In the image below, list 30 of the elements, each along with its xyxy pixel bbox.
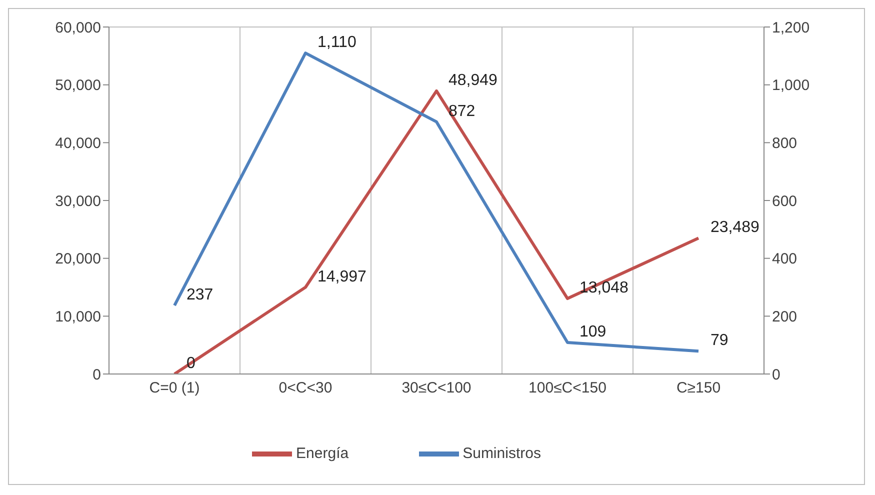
- x-tick-label: 0<C<30: [278, 380, 332, 397]
- x-tick-label: C≥150: [676, 380, 721, 397]
- y-tick-label: 30,000: [55, 192, 101, 210]
- y-tick-label: 20,000: [55, 250, 101, 268]
- x-tick-label: 30≤C<100: [402, 380, 472, 397]
- data-label: 23,489: [710, 219, 760, 236]
- y-tick-label: 60,000: [55, 19, 101, 36]
- y2-tick-label: 200: [772, 308, 798, 326]
- y2-tick-label: 1,200: [772, 19, 810, 36]
- y-tick-label: 0: [92, 366, 101, 384]
- data-label: 109: [580, 323, 606, 340]
- y-tick-label: 10,000: [55, 308, 101, 326]
- y2-tick-label: 0: [772, 366, 780, 384]
- y-tick-label: 50,000: [55, 77, 101, 94]
- line-series: [173, 89, 700, 374]
- data-label: 14,997: [318, 268, 367, 286]
- y2-tick-label: 800: [772, 134, 798, 152]
- data-label: 48,949: [448, 72, 498, 89]
- legend-label: Suministros: [462, 444, 541, 462]
- legend-label: Energía: [296, 444, 349, 462]
- data-label: 79: [710, 332, 728, 350]
- data-label: 237: [186, 286, 214, 304]
- line-series: [173, 52, 700, 353]
- data-label: 1,110: [318, 34, 356, 52]
- x-tick-label: C=0 (1): [149, 380, 200, 397]
- y2-tick-label: 1,000: [772, 77, 810, 94]
- y-tick-label: 40,000: [55, 134, 101, 152]
- y2-tick-label: 400: [772, 250, 798, 268]
- x-tick-label: 100≤C<150: [528, 380, 606, 397]
- y2-tick-label: 600: [772, 192, 798, 210]
